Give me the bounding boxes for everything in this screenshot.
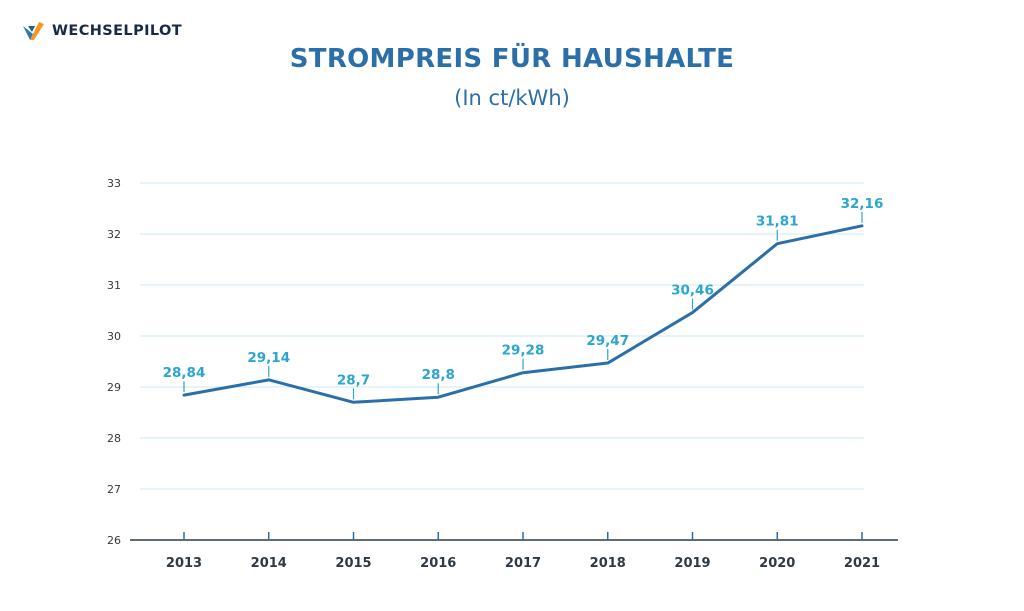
data-label: 28,84 <box>163 365 206 381</box>
brand-name: WECHSELPILOT <box>52 23 183 39</box>
data-label: 28,7 <box>337 372 370 388</box>
data-label: 29,47 <box>586 333 629 349</box>
series-line <box>182 224 864 404</box>
y-tick-label: 26 <box>107 534 121 547</box>
x-tick-label: 2021 <box>844 556 880 571</box>
y-tick-label: 27 <box>107 483 121 496</box>
x-tick-label: 2015 <box>335 556 371 571</box>
x-tick-label: 2020 <box>759 556 795 571</box>
data-label: 28,8 <box>422 367 455 383</box>
data-label: 29,28 <box>502 343 545 359</box>
chart-subtitle: (In ct/kWh) <box>454 86 570 110</box>
x-tick-label: 2017 <box>505 556 541 571</box>
y-tick-label: 31 <box>107 279 121 292</box>
x-tick-label: 2018 <box>590 556 626 571</box>
data-label: 31,81 <box>756 214 799 230</box>
data-label: 32,16 <box>841 196 884 212</box>
data-label: 29,14 <box>247 350 290 366</box>
wechselpilot-logo-icon <box>23 22 44 40</box>
x-axis <box>130 532 898 541</box>
x-tick-label: 2014 <box>251 556 287 571</box>
chart-title: STROMPREIS FÜR HAUSHALTE <box>289 44 735 74</box>
y-axis-ticks: 26 27 28 29 30 31 32 33 <box>107 177 121 547</box>
y-tick-label: 32 <box>107 228 121 241</box>
series-line-group <box>182 224 864 404</box>
y-tick-label: 29 <box>107 381 121 394</box>
x-tick-label: 2019 <box>674 556 710 571</box>
x-axis-ticks: 2013 2014 2015 2016 2017 2018 2019 2020 2021 <box>166 556 880 571</box>
grid-lines <box>140 182 864 490</box>
brand-logo: WECHSELPILOT <box>22 20 182 42</box>
x-tick-label: 2016 <box>420 556 456 571</box>
y-tick-label: 33 <box>107 177 121 190</box>
data-label: 30,46 <box>671 283 714 299</box>
y-tick-label: 30 <box>107 330 121 343</box>
y-tick-label: 28 <box>107 432 121 445</box>
data-labels: 28,84 29,14 28,7 28,8 29,28 29,47 30,46 31,81 32… <box>163 196 884 400</box>
x-tick-label: 2013 <box>166 556 202 571</box>
